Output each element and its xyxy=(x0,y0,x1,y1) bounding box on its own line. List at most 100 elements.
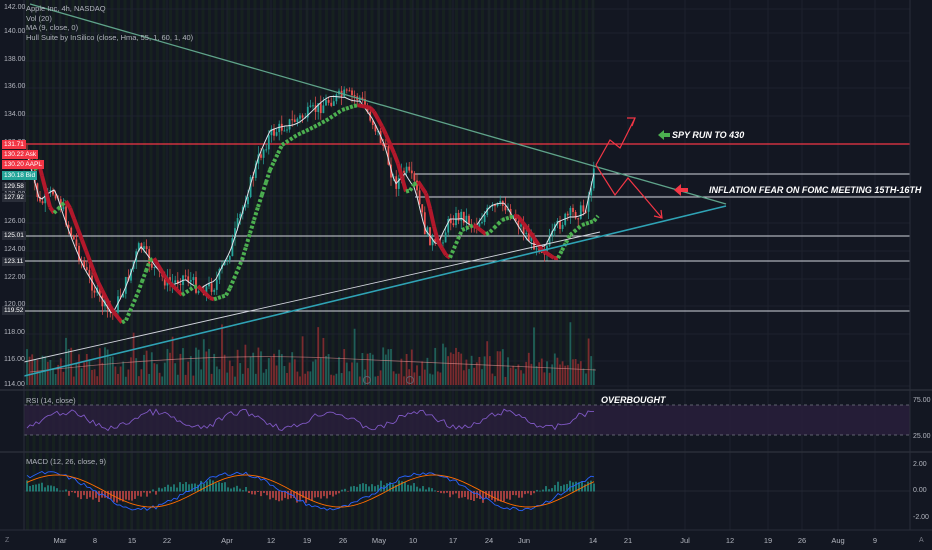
candle-body xyxy=(283,130,286,132)
macd-histogram-bar xyxy=(440,491,442,494)
volume-bar xyxy=(481,369,483,385)
volume-bar xyxy=(577,363,580,385)
session-stripe xyxy=(273,0,276,530)
session-stripe xyxy=(162,0,166,530)
candle-body xyxy=(83,260,86,268)
macd-histogram-bar xyxy=(281,491,283,501)
trendlines[interactable] xyxy=(23,3,727,377)
candle-body xyxy=(426,227,429,235)
session-stripe xyxy=(169,0,172,530)
volume-bar xyxy=(559,364,561,385)
price-tag: 127.92 xyxy=(2,193,26,202)
volume-bar xyxy=(223,354,226,385)
rsi-band xyxy=(24,405,910,435)
corner-left[interactable]: Z xyxy=(5,537,10,544)
hull-segment xyxy=(376,118,384,128)
time-axis-label: 24 xyxy=(484,536,494,545)
inflation-annotation[interactable]: INFLATION FEAR ON FOMC MEETING 15TH-16TH xyxy=(709,185,922,195)
volume-bar xyxy=(283,366,286,385)
hull-segment xyxy=(461,226,467,232)
candle-body xyxy=(52,190,54,195)
corner-right[interactable]: A xyxy=(919,537,924,544)
session-stripe xyxy=(357,0,361,530)
volume-bar xyxy=(543,372,546,385)
candle-body xyxy=(530,235,533,242)
volume-bar xyxy=(257,347,260,385)
volume-bar xyxy=(540,358,543,385)
volume-bar xyxy=(192,375,195,385)
macd-label[interactable]: MACD (12, 26, close, 9) xyxy=(26,457,107,466)
session-stripe xyxy=(370,0,374,530)
hull-segment xyxy=(388,143,396,154)
candle-body xyxy=(78,245,80,261)
overbought-annotation[interactable]: OVERBOUGHT xyxy=(601,395,666,405)
volume-bar xyxy=(494,376,496,385)
macd-histogram-bar xyxy=(380,480,382,492)
volume-bar xyxy=(148,373,151,385)
macd-line xyxy=(26,470,595,512)
volume-bar xyxy=(486,341,489,385)
hull-indicator-label[interactable]: Hull Suite by InSilico (close, Hma, 55, … xyxy=(26,32,194,42)
volume-bar xyxy=(249,356,252,385)
candle-body xyxy=(41,201,44,204)
volume-bar xyxy=(130,357,132,385)
pane-dividers[interactable] xyxy=(0,0,932,531)
macd-histogram-bar xyxy=(389,482,391,492)
macd-histogram-bar xyxy=(524,491,526,495)
volume-bar xyxy=(304,373,307,385)
macd-histogram-bar xyxy=(125,491,127,500)
macd-histogram-bar xyxy=(59,490,61,492)
volume-bar xyxy=(247,368,249,385)
volume-bar xyxy=(54,374,57,385)
hull-segment xyxy=(424,192,432,210)
price-tag: 131.71 xyxy=(2,140,26,149)
projection-arrows[interactable] xyxy=(363,117,689,384)
candle-body xyxy=(587,195,590,212)
candle-body xyxy=(395,176,398,189)
hull-segment xyxy=(585,220,591,226)
volume-bar xyxy=(371,354,374,385)
candle-body xyxy=(408,166,411,171)
macd-histogram-bar xyxy=(554,485,556,492)
candle-body xyxy=(257,154,260,164)
spy-annotation[interactable]: SPY RUN TO 430 xyxy=(672,130,745,140)
hull-segment xyxy=(332,111,340,117)
hull-segment xyxy=(80,239,88,252)
candle-body xyxy=(322,105,325,114)
volume-bar xyxy=(496,351,499,385)
macd-histogram-bar xyxy=(506,491,508,499)
symbol-label[interactable]: Apple Inc, 4h, NASDAQ xyxy=(26,4,106,13)
volume-bar xyxy=(156,364,158,385)
macd-histogram-bar xyxy=(548,489,550,492)
macd-histogram-bar xyxy=(98,491,100,502)
candle-body xyxy=(403,170,405,173)
hull-segment xyxy=(336,108,344,115)
volume-bars xyxy=(26,322,595,385)
volume-bar xyxy=(195,347,197,385)
macd-histogram-bar xyxy=(308,491,310,500)
macd-histogram-bar xyxy=(245,486,247,492)
ma-indicator-label[interactable]: MA (9, close, 0) xyxy=(26,23,79,32)
hull-segment xyxy=(152,257,160,267)
macd-histogram-bar xyxy=(239,488,241,492)
hull-segment xyxy=(321,118,327,125)
macd-histogram-bar xyxy=(578,482,580,492)
hull-segment xyxy=(217,294,223,300)
candle-body xyxy=(507,208,509,211)
volume-indicator-label[interactable]: Vol (20) xyxy=(26,13,52,23)
volume-bar xyxy=(254,373,257,385)
hull-segment xyxy=(172,285,180,293)
hull-segment xyxy=(228,277,236,289)
indicator-axis-label: 2.00 xyxy=(913,461,927,468)
session-stripe xyxy=(208,0,211,530)
volume-bar xyxy=(585,373,587,385)
price-tag: 125.01 xyxy=(2,231,26,240)
hull-segment xyxy=(100,289,108,299)
rsi-label[interactable]: RSI (14, close) xyxy=(26,396,76,405)
macd-histogram-bar xyxy=(38,483,40,492)
hull-segment xyxy=(465,224,471,231)
volume-bar xyxy=(579,361,582,385)
candle-body xyxy=(145,246,148,250)
candle-body xyxy=(39,196,41,202)
